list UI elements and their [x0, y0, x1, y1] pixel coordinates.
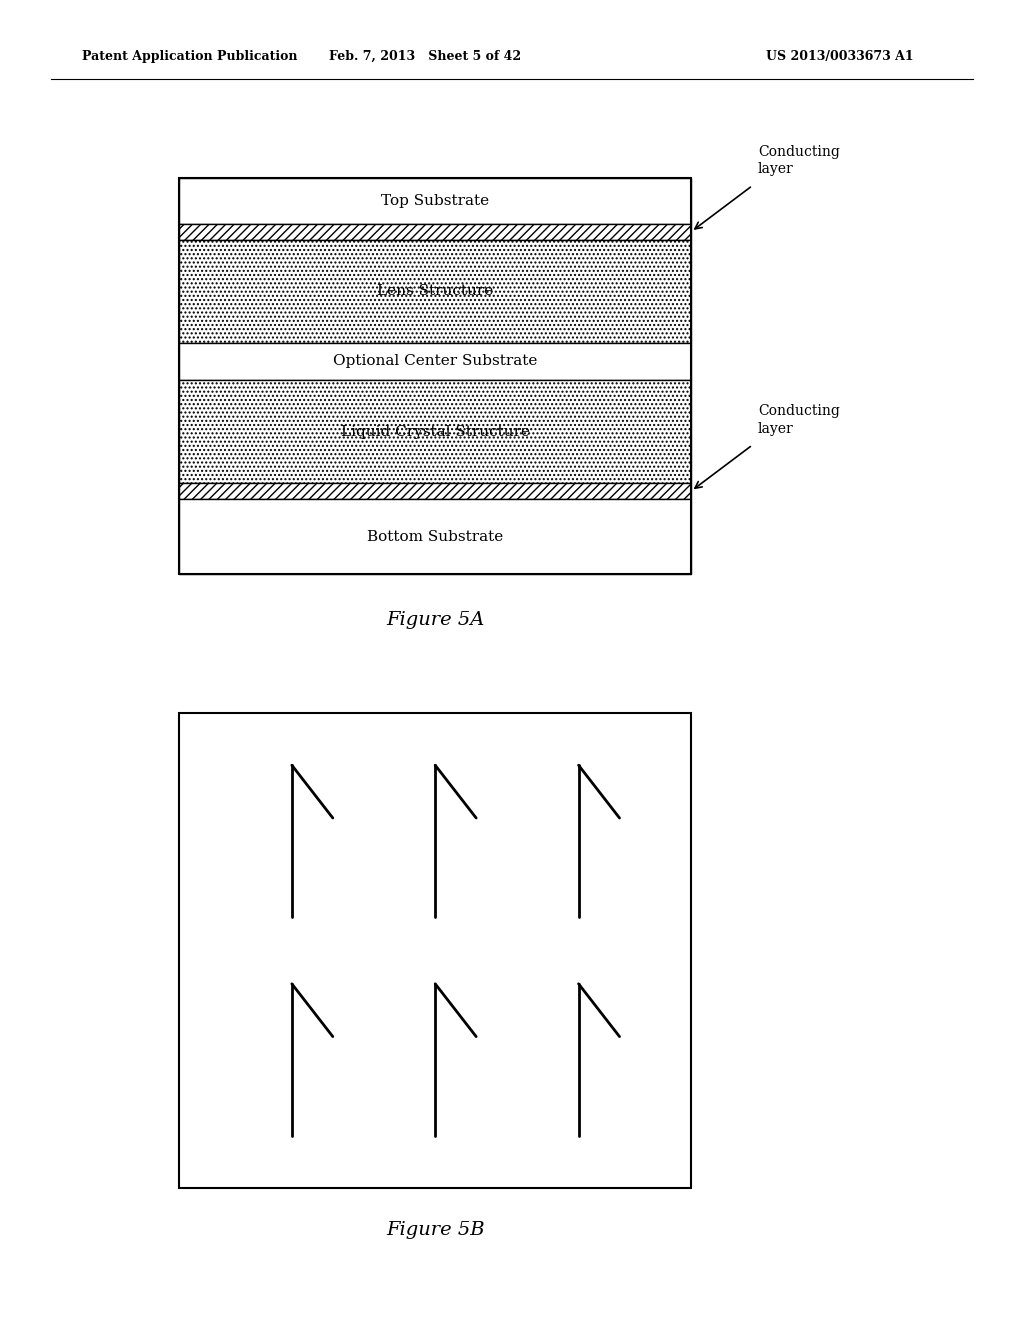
Text: Bottom Substrate: Bottom Substrate — [367, 529, 504, 544]
Text: Lens Structure: Lens Structure — [377, 284, 494, 298]
Bar — [179, 713, 691, 1188]
Text: US 2013/0033673 A1: US 2013/0033673 A1 — [766, 50, 913, 63]
Bar — [179, 240, 691, 343]
Bar — [179, 499, 691, 574]
Bar — [179, 380, 691, 483]
Text: Patent Application Publication: Patent Application Publication — [82, 50, 297, 63]
Text: Figure 5A: Figure 5A — [386, 611, 484, 630]
Bar — [179, 223, 691, 240]
Text: Feb. 7, 2013   Sheet 5 of 42: Feb. 7, 2013 Sheet 5 of 42 — [329, 50, 521, 63]
Text: Liquid Crystal Structure: Liquid Crystal Structure — [341, 425, 529, 438]
Text: Conducting
layer: Conducting layer — [758, 404, 840, 436]
Bar — [179, 178, 691, 223]
Text: Figure 5B: Figure 5B — [386, 1221, 484, 1239]
Bar — [179, 178, 691, 574]
Bar — [179, 483, 691, 499]
Text: Conducting
layer: Conducting layer — [758, 145, 840, 177]
Bar — [179, 343, 691, 380]
Text: Optional Center Substrate: Optional Center Substrate — [333, 354, 538, 368]
Text: Top Substrate: Top Substrate — [381, 194, 489, 209]
